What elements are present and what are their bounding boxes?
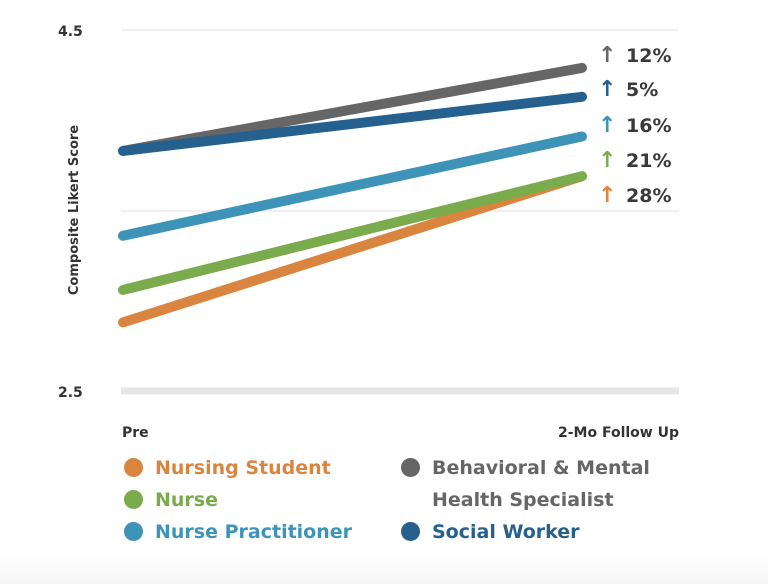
legend-label: Behavioral & Mental Health Specialist <box>432 452 650 516</box>
legend-dot <box>124 522 143 541</box>
change-percent-label: 21% <box>626 150 671 172</box>
arrow-up-icon: ↑ <box>598 148 616 173</box>
legend-label: Nursing Student <box>155 457 331 479</box>
change-annotations: ↑ 12% ↑ 5% ↑ 16% ↑ 21% ↑ 28% <box>598 43 671 208</box>
series-line-nursing-student <box>118 171 587 328</box>
xtick-pre: Pre <box>122 425 149 441</box>
legend-item-behavioral-mental-health[interactable]: Behavioral & Mental Health Specialist <box>401 452 650 516</box>
arrow-up-icon: ↑ <box>598 183 616 208</box>
arrow-up-icon: ↑ <box>598 77 616 102</box>
bottom-fade <box>0 552 768 584</box>
legend-label-line2: Health Specialist <box>432 489 614 511</box>
legend-dot <box>124 490 143 509</box>
arrow-up-icon: ↑ <box>598 113 616 138</box>
series-line-nurse-practitioner <box>118 131 587 241</box>
series-lines <box>118 62 587 328</box>
legend-label: Social Worker <box>432 521 580 543</box>
series-line-nurse <box>118 171 587 295</box>
line-chart: 4.5 2.5 Composite Likert Score Pre 2-Mo … <box>58 24 679 441</box>
change-percent-label: 12% <box>626 45 671 67</box>
change-percent-label: 5% <box>626 79 658 101</box>
series-line-social-worker <box>118 91 587 156</box>
legend-item-nursing-student[interactable]: Nursing Student <box>124 452 352 484</box>
legend-item-nurse[interactable]: Nurse <box>124 484 352 516</box>
legend-dot <box>401 458 420 477</box>
change-percent-label: 28% <box>626 185 671 207</box>
legend-label: Nurse <box>155 489 218 511</box>
ytick-2-5: 2.5 <box>58 385 83 401</box>
ytick-4-5: 4.5 <box>58 24 83 40</box>
legend-dot <box>124 458 143 477</box>
legend-left: Nursing Student Nurse Nurse Practitioner <box>124 452 352 548</box>
y-axis-label: Composite Likert Score <box>67 125 82 295</box>
legend-item-social-worker[interactable]: Social Worker <box>401 516 650 548</box>
legend-right: Behavioral & Mental Health Specialist So… <box>401 452 650 548</box>
legend-item-nurse-practitioner[interactable]: Nurse Practitioner <box>124 516 352 548</box>
change-percent-label: 16% <box>626 115 671 137</box>
legend-dot <box>401 522 420 541</box>
xtick-followup: 2-Mo Follow Up <box>558 425 679 441</box>
legend-label: Nurse Practitioner <box>155 521 353 543</box>
legend-label-line1: Behavioral & Mental <box>432 457 650 479</box>
arrow-up-icon: ↑ <box>598 43 616 68</box>
